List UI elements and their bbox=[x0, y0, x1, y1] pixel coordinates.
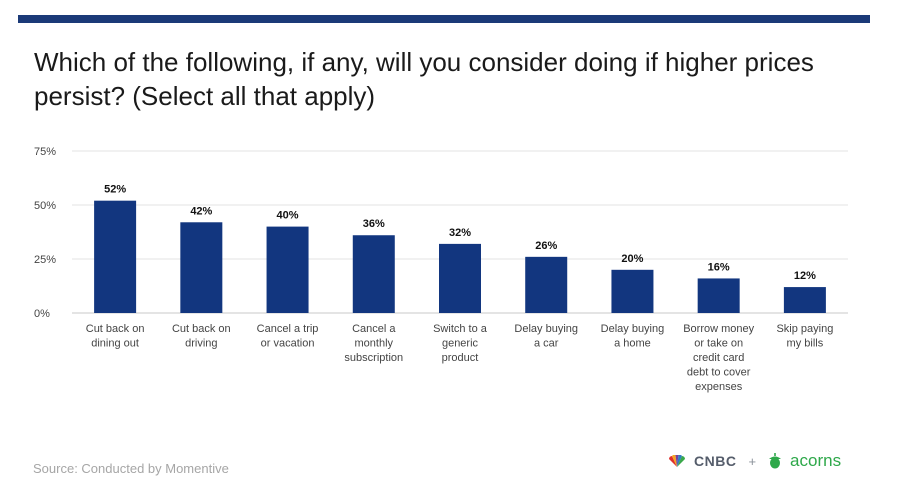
bar bbox=[525, 256, 568, 313]
x-tick-label: Delay buying a car bbox=[514, 323, 578, 350]
acorn-icon bbox=[769, 453, 782, 469]
bar bbox=[266, 226, 309, 313]
data-label: 42% bbox=[190, 205, 212, 217]
x-tick-label: Borrow money or take on credit card debt to… bbox=[683, 323, 754, 393]
bar bbox=[94, 200, 137, 313]
chart-title: Which of the following, if any, will you… bbox=[34, 47, 814, 111]
data-label: 36% bbox=[363, 218, 385, 230]
bar bbox=[611, 269, 654, 313]
cnbc-logo: CNBC bbox=[694, 453, 737, 469]
bar bbox=[783, 287, 826, 313]
x-tick-label: Switch to a generic product bbox=[433, 323, 488, 364]
data-label: 40% bbox=[277, 210, 299, 222]
y-tick-label: 0% bbox=[34, 308, 50, 320]
y-tick-label: 75% bbox=[34, 146, 56, 158]
data-label: 20% bbox=[621, 253, 643, 265]
acorns-logo: acorns bbox=[790, 451, 842, 470]
cnbc-peacock-icon bbox=[669, 455, 685, 467]
bar bbox=[439, 243, 481, 313]
source-note: Source: Conducted by Momentive bbox=[33, 461, 229, 476]
bar bbox=[697, 278, 740, 313]
bar bbox=[180, 222, 223, 313]
y-tick-label: 25% bbox=[34, 254, 56, 266]
x-tick-label: Cut back on driving bbox=[172, 323, 231, 350]
data-label: 52% bbox=[104, 184, 126, 196]
logo-plus: + bbox=[748, 453, 757, 469]
x-tick-label: Delay buying a home bbox=[601, 323, 665, 350]
x-tick-label: Cut back on dining out bbox=[86, 323, 145, 350]
bar bbox=[352, 235, 395, 313]
data-label: 26% bbox=[535, 240, 557, 252]
y-tick-label: 50% bbox=[34, 200, 56, 212]
top-rule bbox=[18, 15, 870, 23]
x-tick-label: Cancel a monthly subscription bbox=[344, 323, 403, 364]
data-label: 32% bbox=[449, 227, 471, 239]
x-tick-label: Skip paying my bills bbox=[776, 323, 833, 350]
x-tick-label: Cancel a trip or vacation bbox=[257, 323, 319, 350]
data-label: 16% bbox=[708, 261, 730, 273]
logos: CNBC + acorns bbox=[668, 450, 841, 472]
data-label: 12% bbox=[794, 270, 816, 282]
